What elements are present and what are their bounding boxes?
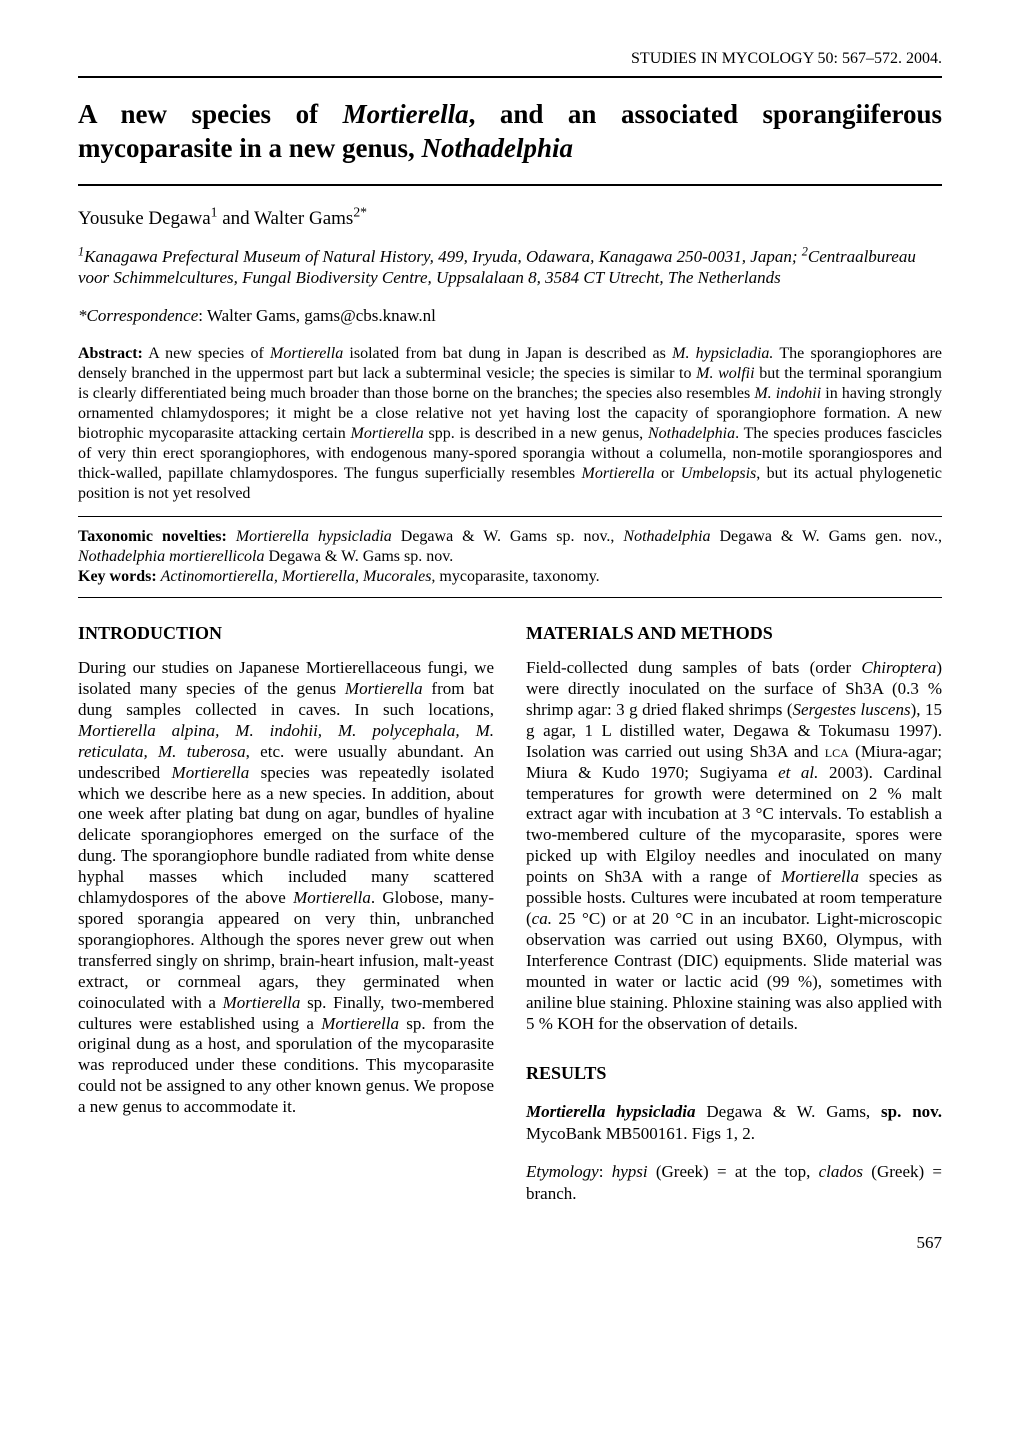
results-block: RESULTS Mortierella hypsicladia Degawa &… <box>526 1062 942 1205</box>
correspondence-label: *Correspondence <box>78 306 198 325</box>
section-heading-materials: MATERIALS AND METHODS <box>526 622 942 644</box>
rule-after-title <box>78 184 942 186</box>
section-heading-results: RESULTS <box>526 1062 942 1084</box>
introduction-body: During our studies on Japanese Mortierel… <box>78 658 494 1118</box>
etymology: Etymology: hypsi (Greek) = at the top, c… <box>526 1161 942 1205</box>
section-heading-introduction: INTRODUCTION <box>78 622 494 644</box>
abstract: Abstract: A new species of Mortierella i… <box>78 344 942 504</box>
right-column: MATERIALS AND METHODS Field-collected du… <box>526 622 942 1205</box>
abstract-body: A new species of Mortierella isolated fr… <box>78 345 942 502</box>
authors: Yousuke Degawa1 and Walter Gams2* <box>78 208 942 230</box>
correspondence: *Correspondence: Walter Gams, gams@cbs.k… <box>78 306 942 326</box>
correspondence-text: : Walter Gams, gams@cbs.knaw.nl <box>198 306 436 325</box>
abstract-label: Abstract: <box>78 345 143 362</box>
left-column: INTRODUCTION During our studies on Japan… <box>78 622 494 1205</box>
page: STUDIES IN MYCOLOGY 50: 567–572. 2004. A… <box>0 0 1020 1293</box>
journal-header: STUDIES IN MYCOLOGY 50: 567–572. 2004. <box>78 50 942 68</box>
novelties-label: Taxonomic novelties: <box>78 528 227 545</box>
two-column-body: INTRODUCTION During our studies on Japan… <box>78 622 942 1205</box>
rule-after-keywords <box>78 597 942 598</box>
keywords-body: Actinomortierella, Mortierella, Mucorale… <box>157 568 600 585</box>
page-number: 567 <box>78 1233 942 1253</box>
rule-top <box>78 76 942 78</box>
affiliations: 1Kanagawa Prefectural Museum of Natural … <box>78 246 942 289</box>
taxonomic-block: Taxonomic novelties: Mortierella hypsicl… <box>78 527 942 587</box>
taxon-heading: Mortierella hypsicladia Degawa & W. Gams… <box>526 1101 942 1145</box>
materials-body: Field-collected dung samples of bats (or… <box>526 658 942 1034</box>
rule-after-abstract <box>78 516 942 517</box>
article-title: A new species of Mortierella, and an ass… <box>78 98 942 166</box>
taxonomic-novelties: Taxonomic novelties: Mortierella hypsicl… <box>78 527 942 567</box>
keywords-label: Key words: <box>78 568 157 585</box>
keywords: Key words: Actinomortierella, Mortierell… <box>78 567 942 587</box>
